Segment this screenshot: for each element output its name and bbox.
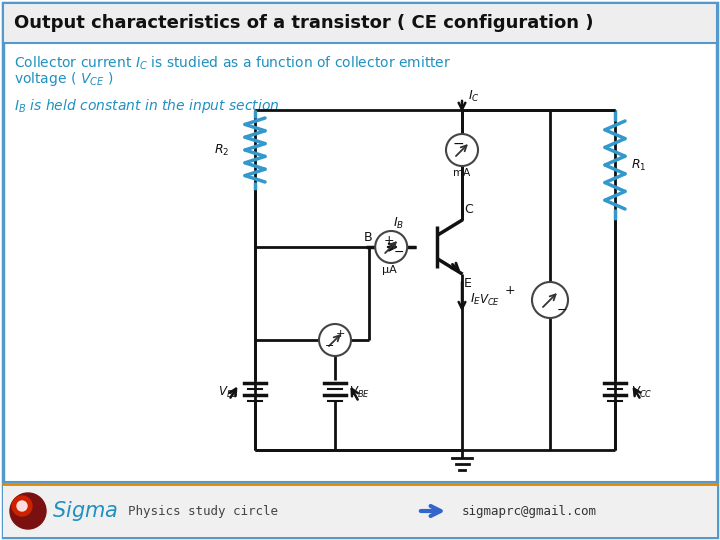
Text: −: − — [394, 246, 405, 259]
Text: $R_1$: $R_1$ — [631, 158, 647, 173]
Text: $I_E$: $I_E$ — [470, 292, 481, 307]
Text: $\mathit{Sigma}$: $\mathit{Sigma}$ — [52, 499, 118, 523]
Text: −: − — [452, 137, 464, 151]
Text: E: E — [464, 277, 472, 290]
Text: $V_{CE}$: $V_{CE}$ — [479, 293, 500, 308]
Text: $I_B$: $I_B$ — [393, 215, 405, 231]
Circle shape — [319, 324, 351, 356]
Circle shape — [12, 496, 32, 516]
Text: sigmaprc@gmail.com: sigmaprc@gmail.com — [462, 504, 597, 517]
Text: −: − — [325, 341, 335, 351]
Text: +: + — [505, 284, 516, 296]
Text: +: + — [384, 234, 395, 247]
Text: $R_2$: $R_2$ — [214, 143, 229, 158]
Text: $V_{BB}$: $V_{BB}$ — [218, 384, 239, 400]
Text: B: B — [364, 231, 373, 244]
Text: Collector current $I_C$ is studied as a function of collector emitter: Collector current $I_C$ is studied as a … — [14, 55, 451, 72]
Text: $I_B$ is held constant in the input section: $I_B$ is held constant in the input sect… — [14, 97, 279, 115]
Circle shape — [10, 493, 46, 529]
Text: μA: μA — [382, 265, 397, 275]
Text: mA: mA — [454, 168, 471, 178]
Circle shape — [375, 231, 408, 263]
Text: $V_{CC}$: $V_{CC}$ — [631, 384, 652, 400]
Text: voltage ( $V_{CE}$ ): voltage ( $V_{CE}$ ) — [14, 70, 114, 88]
Text: Output characteristics of a transistor ( CE configuration ): Output characteristics of a transistor (… — [14, 14, 593, 32]
Text: $V_{BE}$: $V_{BE}$ — [349, 384, 370, 400]
Text: Physics study circle: Physics study circle — [128, 504, 278, 517]
Circle shape — [446, 134, 478, 166]
Text: +: + — [336, 329, 345, 339]
Bar — [3, 484, 717, 537]
Text: $I_C$: $I_C$ — [468, 89, 480, 104]
Circle shape — [532, 282, 568, 318]
Text: C: C — [464, 203, 473, 216]
Circle shape — [17, 501, 27, 511]
Bar — [3, 3, 717, 43]
Text: −: − — [557, 303, 567, 316]
